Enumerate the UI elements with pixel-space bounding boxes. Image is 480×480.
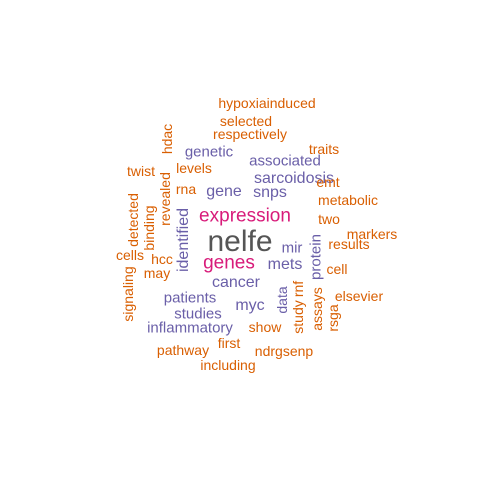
word-results: results [328, 236, 370, 252]
word-hdac: hdac [159, 123, 175, 155]
word-gene: gene [206, 183, 242, 200]
word-expression: expression [199, 205, 291, 227]
word-markers: markers [346, 226, 398, 242]
word-mir: mir [281, 239, 303, 257]
word-binding: binding [141, 205, 157, 251]
word-study: study [290, 300, 306, 334]
word-cell: cell [326, 261, 348, 277]
word-cells: cells [115, 247, 145, 263]
word-respectively: respectively [213, 126, 287, 142]
word-selected: selected [219, 113, 273, 129]
word-levels: levels [176, 160, 212, 176]
word-emt: emt [316, 174, 340, 190]
word-data: data [274, 286, 290, 314]
word-assays: assays [309, 287, 325, 331]
word-first: first [217, 335, 241, 351]
word-pathway: pathway [156, 342, 210, 358]
word-rsga: rsga [325, 304, 341, 332]
word-studies: studies [174, 305, 222, 323]
word-metabolic: metabolic [318, 192, 378, 208]
word-mets: mets [267, 256, 303, 273]
word-ndrgsenp: ndrgsenp [254, 343, 314, 359]
word-traits: traits [308, 141, 340, 157]
word-signaling: signaling [120, 266, 136, 322]
word-protein: protein [307, 234, 325, 280]
word-show: show [248, 319, 282, 335]
word-snps: snps [253, 184, 287, 201]
word-including: including [200, 357, 256, 373]
word-myc: myc [235, 297, 265, 314]
word-inflammatory: inflammatory [147, 319, 233, 337]
word-rnf: rnf [290, 280, 306, 298]
word-associated: associated [249, 152, 321, 170]
word-hcc: hcc [151, 251, 173, 267]
word-two: two [318, 211, 340, 227]
word-revealed: revealed [157, 172, 173, 226]
word-genes: genes [203, 252, 255, 274]
word-elsevier: elsevier [334, 288, 384, 304]
word-may: may [143, 265, 171, 281]
word-sarcoidosis: sarcoidosis [253, 170, 335, 187]
word-identified: identified [175, 207, 192, 273]
word-nelfe: nelfe [207, 225, 273, 258]
word-cancer: cancer [211, 274, 261, 291]
word-twist: twist [127, 163, 155, 179]
word-detected: detected [125, 193, 141, 247]
word-genetic: genetic [184, 143, 234, 161]
word-hypoxiainduced: hypoxiainduced [218, 95, 316, 111]
word-rna: rna [175, 181, 197, 197]
word-patients: patients [163, 289, 217, 307]
